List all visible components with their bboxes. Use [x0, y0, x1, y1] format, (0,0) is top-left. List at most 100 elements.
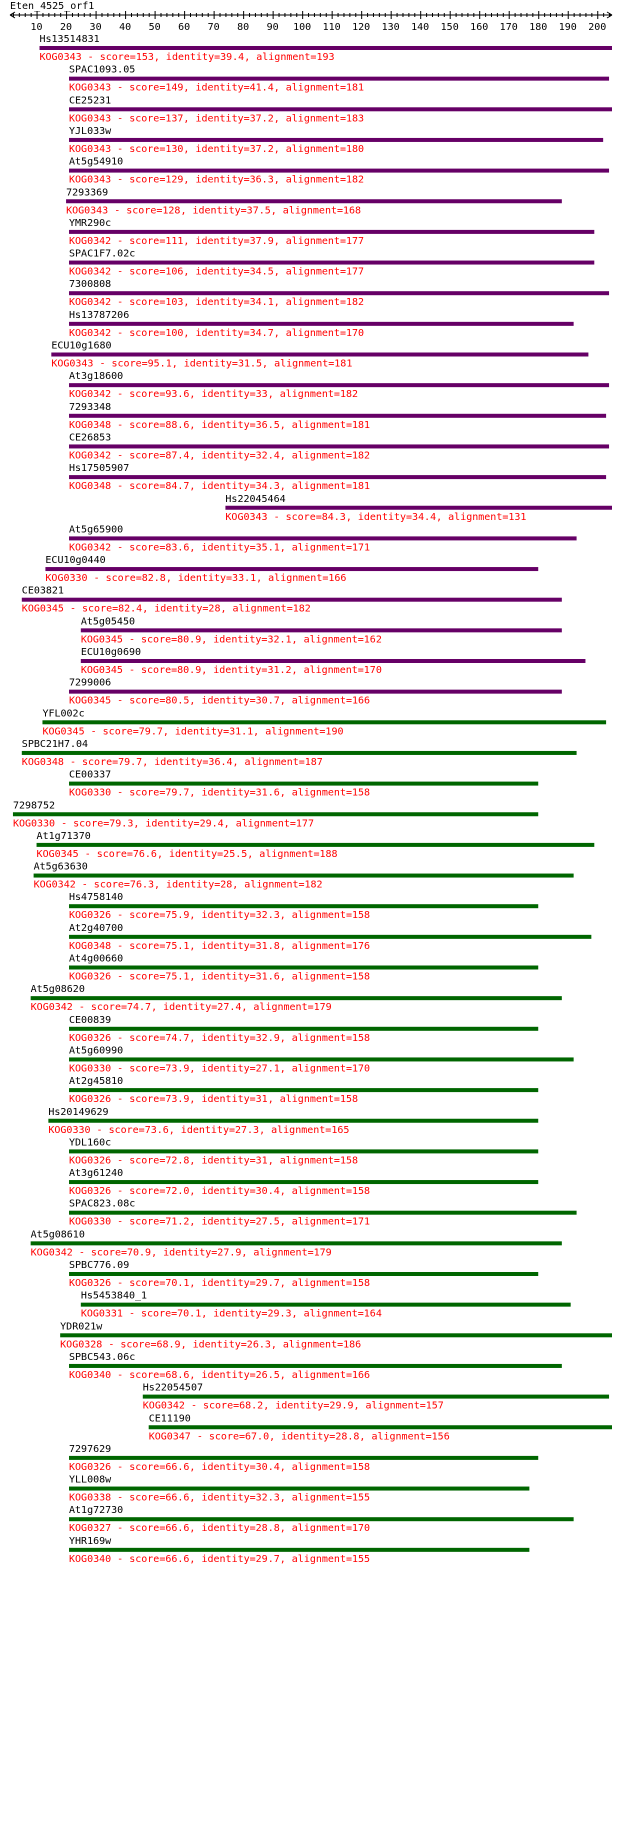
hit-description: KOG0345 - score=79.7, identity=31.1, ali… — [42, 726, 343, 737]
hit-description: KOG0342 - score=106, identity=34.5, alig… — [69, 267, 364, 278]
hit-description: KOG0342 - score=70.9, identity=27.9, ali… — [31, 1247, 332, 1258]
hit-row: CE00839 KOG0326 - score=74.7, identity=32… — [69, 1015, 539, 1044]
alignment-bar — [66, 199, 562, 204]
ruler-left-arrow-icon — [9, 11, 16, 19]
alignment-bar — [21, 750, 577, 755]
ruler-tick-label: 190 — [559, 22, 577, 33]
hit-description: KOG0343 - score=128, identity=37.5, alig… — [66, 205, 361, 216]
hit-description: KOG0330 - score=79.7, identity=31.6, ali… — [69, 788, 370, 799]
hit-description: KOG0342 - score=111, identity=37.9, alig… — [69, 236, 364, 247]
hit-row: At2g45810 KOG0326 - score=73.9, identity=… — [69, 1076, 539, 1105]
hit-row: YFL002c KOG0345 - score=79.7, identity=31… — [42, 708, 607, 737]
hit-description: KOG0348 - score=84.7, identity=34.3, ali… — [69, 481, 370, 492]
ruler-tick-label: 100 — [293, 22, 311, 33]
alignment-bar — [69, 168, 610, 173]
alignment-bar — [69, 444, 610, 449]
hit-row: SPBC543.06c KOG0340 - score=68.6, identit… — [69, 1352, 562, 1381]
hit-description: KOG0343 - score=153, identity=39.4, alig… — [40, 52, 335, 63]
hit-name: CE00337 — [69, 770, 111, 781]
hit-row: YDR021w KOG0328 - score=68.9, identity=26… — [60, 1321, 612, 1350]
hit-name: Hs5453840_1 — [81, 1291, 147, 1302]
hit-row: YLL008w KOG0338 - score=66.6, identity=32… — [69, 1475, 530, 1504]
alignment-bar — [69, 1210, 577, 1215]
hit-row: At3g18600 KOG0342 - score=93.6, identity=… — [69, 371, 610, 400]
ruler-tick-label: 60 — [178, 22, 190, 33]
alignment-bar — [69, 1486, 530, 1491]
hit-description: KOG0348 - score=79.7, identity=36.4, ali… — [22, 757, 323, 768]
alignment-bar — [30, 996, 562, 1001]
hit-description: KOG0342 - score=83.6, identity=35.1, ali… — [69, 542, 370, 553]
hit-row: CE25231 KOG0343 - score=137, identity=37.… — [69, 95, 613, 124]
hit-name: SPBC776.09 — [69, 1260, 129, 1271]
alignment-bar — [69, 1026, 539, 1031]
hit-description: KOG0343 - score=95.1, identity=31.5, ali… — [51, 359, 352, 370]
hit-description: KOG0326 - score=72.8, identity=31, align… — [69, 1155, 358, 1166]
hit-row: ECU10g1680 KOG0343 - score=95.1, identity… — [51, 341, 589, 370]
hit-row: CE11190 KOG0347 - score=67.0, identity=28… — [148, 1413, 612, 1442]
alignment-bar — [69, 1363, 562, 1368]
hit-name: Hs4758140 — [69, 892, 123, 903]
ruler-tick-label: 20 — [60, 22, 72, 33]
hit-description: KOG0347 - score=67.0, identity=28.8, ali… — [149, 1431, 450, 1442]
hit-name: At1g72730 — [69, 1505, 123, 1516]
hit-name: ECU10g0440 — [45, 555, 105, 566]
ruler-tick-label: 140 — [411, 22, 429, 33]
hit-row: 7293348 KOG0348 - score=88.6, identity=36… — [69, 402, 607, 431]
alignment-bar — [30, 1241, 562, 1246]
hit-name: At5g60990 — [69, 1045, 123, 1056]
hit-name: YHR169w — [69, 1536, 112, 1547]
ruler-tick-label: 30 — [90, 22, 102, 33]
alignment-bar — [148, 1425, 612, 1430]
alignment-bar — [48, 1118, 539, 1123]
hit-name: CE25231 — [69, 95, 111, 106]
hit-name: YMR290c — [69, 218, 111, 229]
hit-name: YLL008w — [69, 1475, 112, 1486]
alignment-bar — [69, 383, 610, 388]
alignment-bar — [69, 781, 539, 786]
hit-row: At4g00660 KOG0326 - score=75.1, identity=… — [69, 954, 539, 983]
hit-row: YJL033w KOG0343 - score=130, identity=37.… — [69, 126, 604, 155]
hit-name: At5g63630 — [34, 862, 88, 873]
ruler-tick-label: 10 — [31, 22, 43, 33]
hit-description: KOG0328 - score=68.9, identity=26.3, ali… — [60, 1339, 361, 1350]
hit-row: CE26853 KOG0342 - score=87.4, identity=32… — [69, 432, 610, 461]
alignment-bar — [69, 934, 592, 939]
hit-name: SPBC21H7.04 — [22, 739, 88, 750]
hit-row: At5g63630 KOG0342 - score=76.3, identity=… — [33, 862, 574, 891]
hit-description: KOG0326 - score=75.9, identity=32.3, ali… — [69, 910, 370, 921]
hit-name: 7297629 — [69, 1444, 111, 1455]
alignment-bar — [69, 689, 562, 694]
alignment-bar — [33, 873, 574, 878]
alignment-bar — [69, 1180, 539, 1185]
hit-description: KOG0343 - score=149, identity=41.4, alig… — [69, 83, 364, 94]
hit-name: At4g00660 — [69, 954, 123, 965]
hit-description: KOG0326 - score=66.6, identity=30.4, ali… — [69, 1462, 370, 1473]
hit-name: At3g18600 — [69, 371, 123, 382]
hit-row: At5g65900 KOG0342 - score=83.6, identity=… — [69, 524, 577, 553]
hit-description: KOG0345 - score=80.9, identity=32.1, ali… — [81, 634, 382, 645]
hit-name: At3g61240 — [69, 1168, 123, 1179]
hit-name: CE11190 — [149, 1413, 191, 1424]
alignment-bar — [69, 1272, 539, 1276]
ruler-tick-label: 180 — [529, 22, 547, 33]
hit-description: KOG0343 - score=137, identity=37.2, alig… — [69, 113, 364, 124]
alignment-bar — [69, 107, 613, 112]
hit-description: KOG0326 - score=72.0, identity=30.4, ali… — [69, 1186, 370, 1197]
hit-name: Hs22045464 — [225, 494, 285, 505]
hit-row: Hs20149629 KOG0330 - score=73.6, identity… — [48, 1107, 539, 1136]
hit-name: 7293348 — [69, 402, 111, 413]
hit-description: KOG0327 - score=66.6, identity=28.8, ali… — [69, 1523, 370, 1534]
hit-row: Hs22054507 KOG0342 - score=68.2, identity… — [142, 1383, 610, 1412]
hit-name: Hs13787206 — [69, 310, 129, 321]
query-title: Eten_4525_orf1 — [10, 1, 94, 12]
hit-name: At2g40700 — [69, 923, 123, 934]
hit-row: At2g40700 KOG0348 - score=75.1, identity=… — [69, 923, 592, 952]
hit-description: KOG0348 - score=88.6, identity=36.5, ali… — [69, 420, 370, 431]
alignment-bar — [69, 137, 604, 142]
alignment-bar — [69, 321, 574, 326]
hit-name: YFL002c — [42, 708, 84, 719]
ruler-tick-label: 130 — [382, 22, 400, 33]
hit-name: CE00839 — [69, 1015, 111, 1026]
hit-name: 7293369 — [66, 187, 108, 198]
